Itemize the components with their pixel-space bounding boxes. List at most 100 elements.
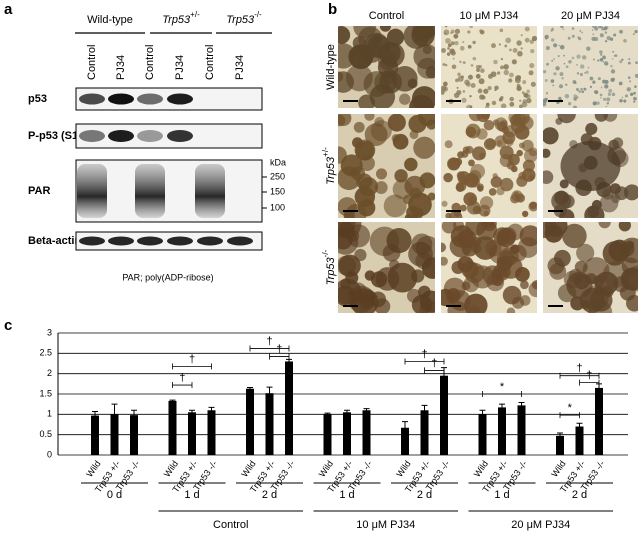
x-tick-label: Wild — [84, 459, 102, 479]
spheroid — [620, 242, 635, 257]
spheroid — [582, 55, 587, 60]
spheroid — [604, 31, 608, 34]
spheroid — [444, 32, 447, 35]
spheroid — [559, 45, 565, 50]
spheroid — [562, 223, 587, 249]
spheroid — [570, 296, 585, 311]
spheroid — [445, 37, 451, 44]
spheroid — [623, 99, 627, 103]
spheroid — [623, 39, 627, 43]
spheroid — [526, 89, 530, 94]
panel-label: b — [328, 1, 337, 18]
spheroid — [447, 43, 452, 48]
significance-mark: † — [276, 343, 282, 355]
spheroid — [470, 64, 474, 67]
genotype-name: Trp53 — [325, 256, 337, 285]
spheroid — [524, 26, 530, 32]
spheroid — [496, 227, 516, 248]
spheroid — [583, 285, 609, 311]
spheroid — [483, 138, 496, 151]
spheroid — [576, 88, 579, 91]
spheroid — [462, 90, 466, 93]
significance-bracket — [172, 382, 193, 389]
x-tick-label: Wild — [239, 459, 257, 479]
spheroid — [513, 191, 519, 197]
spheroid — [490, 176, 503, 188]
spheroid — [444, 140, 453, 149]
spheroid — [408, 114, 427, 133]
spheroid — [518, 104, 523, 108]
bar — [168, 400, 177, 455]
spheroid — [374, 181, 388, 194]
spheroid — [461, 261, 479, 279]
band — [167, 130, 193, 142]
spheroid — [586, 46, 591, 51]
band — [227, 236, 253, 246]
band — [79, 130, 105, 142]
spheroid — [610, 69, 616, 74]
bar — [130, 415, 138, 455]
spheroid — [404, 157, 418, 172]
spheroid — [491, 274, 504, 287]
error-bar — [363, 408, 370, 413]
spheroid — [592, 80, 596, 84]
significance-bracket — [172, 363, 212, 370]
spheroid — [508, 153, 520, 166]
spheroid — [519, 99, 522, 102]
spheroid — [618, 81, 623, 86]
spheroid — [392, 133, 409, 150]
spheroid — [531, 280, 537, 290]
bar — [207, 410, 216, 455]
spheroid — [499, 28, 504, 33]
genotype-label: Wild-type — [87, 14, 133, 26]
supergroup-label: 10 μM PJ34 — [356, 519, 415, 531]
spheroid — [604, 84, 609, 89]
error-bar — [344, 409, 350, 415]
spheroid — [571, 27, 575, 30]
spheroid — [555, 66, 560, 71]
spheroid — [457, 75, 464, 82]
spheroid — [498, 43, 501, 46]
spheroid — [597, 26, 602, 29]
bar — [110, 414, 119, 455]
spheroid — [462, 61, 466, 65]
genotype-superscript: -/- — [321, 249, 330, 257]
spheroid — [553, 58, 556, 61]
spheroid — [577, 36, 580, 39]
significance-mark: † — [586, 370, 592, 382]
genotype-name: Wild-type — [87, 14, 133, 26]
spheroid — [386, 228, 412, 254]
spheroid — [521, 101, 528, 108]
spheroid — [338, 166, 361, 191]
y-tick-label: 3 — [47, 327, 52, 337]
spheroid — [491, 100, 497, 106]
spheroid — [461, 97, 467, 103]
spheroid — [508, 48, 512, 52]
spheroid — [444, 63, 448, 67]
spheroid — [551, 191, 572, 212]
spheroid — [565, 83, 568, 86]
spheroid — [491, 43, 496, 49]
genotype-label: Trp53-/- — [226, 10, 262, 26]
spheroid — [472, 146, 486, 161]
spheroid — [592, 101, 597, 106]
spheroid — [500, 103, 507, 108]
supergroup-label: 20 μM PJ34 — [511, 519, 570, 531]
spheroid — [573, 94, 578, 98]
marker-label: 250 — [270, 171, 285, 181]
spheroid — [448, 210, 463, 218]
aggregate — [560, 141, 621, 191]
spheroid — [425, 66, 435, 79]
spheroid — [520, 280, 529, 290]
spheroid — [499, 177, 514, 192]
spheroid — [494, 88, 497, 92]
significance-mark: † — [179, 372, 185, 384]
spheroid — [585, 273, 597, 285]
spheroid — [599, 93, 603, 97]
spheroid — [338, 146, 347, 164]
column-label: 20 μM PJ34 — [561, 10, 620, 22]
bar — [362, 410, 371, 455]
genotype-name: Trp53 — [325, 156, 337, 185]
spheroid — [338, 254, 361, 277]
